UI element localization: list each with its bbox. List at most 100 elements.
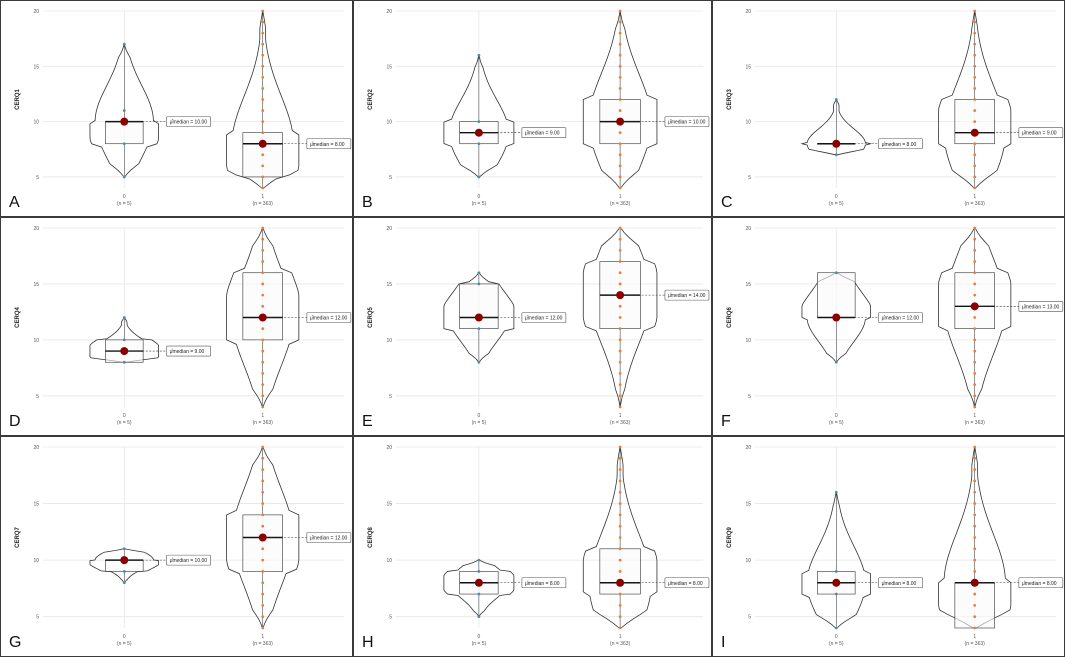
median-label: μ̂median = 8.00 <box>310 142 345 148</box>
data-point <box>973 260 977 263</box>
median-label-box <box>166 554 211 566</box>
violin-plot: 5 10 15 20 CERQ8 μ̂median = 8.00 0(n = 5) μ̂med… <box>368 445 710 647</box>
x-tick-label: 0 <box>123 413 126 419</box>
median-point <box>970 578 979 587</box>
y-tick-label: 20 <box>33 445 39 451</box>
data-point <box>618 109 622 112</box>
box <box>954 272 995 329</box>
data-point <box>261 304 265 308</box>
data-point <box>261 479 265 483</box>
median-point <box>258 313 267 322</box>
median-point <box>832 313 841 322</box>
data-point <box>973 53 977 57</box>
data-point <box>618 445 622 449</box>
data-point <box>477 570 481 573</box>
data-point <box>618 64 622 68</box>
median-label: μ̂median = 14.00 <box>668 293 706 299</box>
x-tick-count: (n = 363) <box>253 641 273 647</box>
y-axis-label: CERQ7 <box>15 527 21 548</box>
y-tick-label: 15 <box>33 502 39 508</box>
panel-letter: B <box>362 194 373 211</box>
y-tick-label: 5 <box>748 615 751 621</box>
x-tick-count: (n = 363) <box>253 420 273 426</box>
data-point <box>618 513 622 517</box>
y-axis-label: CERQ3 <box>727 89 733 110</box>
data-point <box>618 603 622 607</box>
data-point <box>618 316 622 319</box>
median-label: μ̂median = 10.00 <box>170 120 208 126</box>
panel-letter: E <box>362 413 373 430</box>
panel-letter: I <box>721 634 726 651</box>
data-point <box>122 338 126 342</box>
data-point <box>122 42 126 46</box>
data-point <box>618 226 622 230</box>
median-label-box <box>664 289 710 301</box>
data-point <box>261 558 265 562</box>
y-tick-label: 15 <box>33 282 39 288</box>
data-point <box>261 360 265 364</box>
x-tick-label: 0 <box>123 194 126 200</box>
data-point <box>618 142 622 146</box>
data-point <box>973 468 977 472</box>
data-point <box>973 383 977 387</box>
data-point <box>618 547 622 551</box>
data-point <box>261 456 265 460</box>
data-point <box>261 53 265 57</box>
data-point <box>973 536 977 539</box>
data-point <box>834 592 838 596</box>
y-tick-label: 5 <box>748 175 751 181</box>
median-label-box <box>664 577 710 589</box>
x-tick-count: (n = 5) <box>829 420 844 426</box>
data-point <box>618 490 622 494</box>
median-label: μ̂median = 13.00 <box>1022 304 1060 310</box>
data-point <box>261 248 265 252</box>
data-point <box>618 98 622 101</box>
data-point <box>261 383 265 387</box>
data-point <box>973 547 977 551</box>
data-point <box>973 142 977 146</box>
median-label: μ̂median = 12.00 <box>310 536 348 542</box>
data-point <box>122 316 126 319</box>
x-tick-count: (n = 363) <box>965 420 985 426</box>
x-tick-label: 1 <box>619 413 622 419</box>
y-tick-label: 5 <box>389 175 392 181</box>
x-tick-count: (n = 5) <box>829 641 844 647</box>
y-tick-label: 20 <box>745 445 751 451</box>
data-point <box>973 338 977 342</box>
data-point <box>973 248 977 252</box>
data-point <box>834 360 838 364</box>
data-point <box>973 75 977 79</box>
data-point <box>618 502 622 505</box>
y-tick-label: 10 <box>386 558 392 564</box>
data-point <box>261 405 265 409</box>
y-tick-label: 10 <box>745 558 751 564</box>
data-point <box>261 502 265 505</box>
median-label: μ̂median = 9.00 <box>1022 131 1057 137</box>
median-label-box <box>664 116 710 127</box>
data-point <box>477 615 481 619</box>
data-point <box>261 98 265 101</box>
data-point <box>261 524 265 528</box>
y-tick-label: 20 <box>386 226 392 232</box>
data-point <box>618 536 622 539</box>
data-point <box>477 271 481 275</box>
violin-plot: 5 10 15 20 CERQ6 μ̂median = 12.00 0(n = 5) μ̂me… <box>727 226 1064 426</box>
data-point <box>261 327 265 331</box>
data-point <box>973 9 977 13</box>
data-point <box>261 186 265 190</box>
median-point <box>832 139 841 148</box>
median-label-box <box>306 312 352 323</box>
data-point <box>973 360 977 364</box>
data-point <box>973 164 977 168</box>
median-point <box>970 128 979 137</box>
y-tick-label: 15 <box>386 502 392 508</box>
data-point <box>122 142 126 146</box>
y-tick-label: 10 <box>33 338 39 344</box>
data-point <box>618 31 622 35</box>
y-tick-label: 20 <box>33 226 39 232</box>
data-point <box>477 360 481 364</box>
median-point <box>258 139 267 148</box>
data-point <box>261 570 265 573</box>
median-label-box <box>521 577 567 589</box>
